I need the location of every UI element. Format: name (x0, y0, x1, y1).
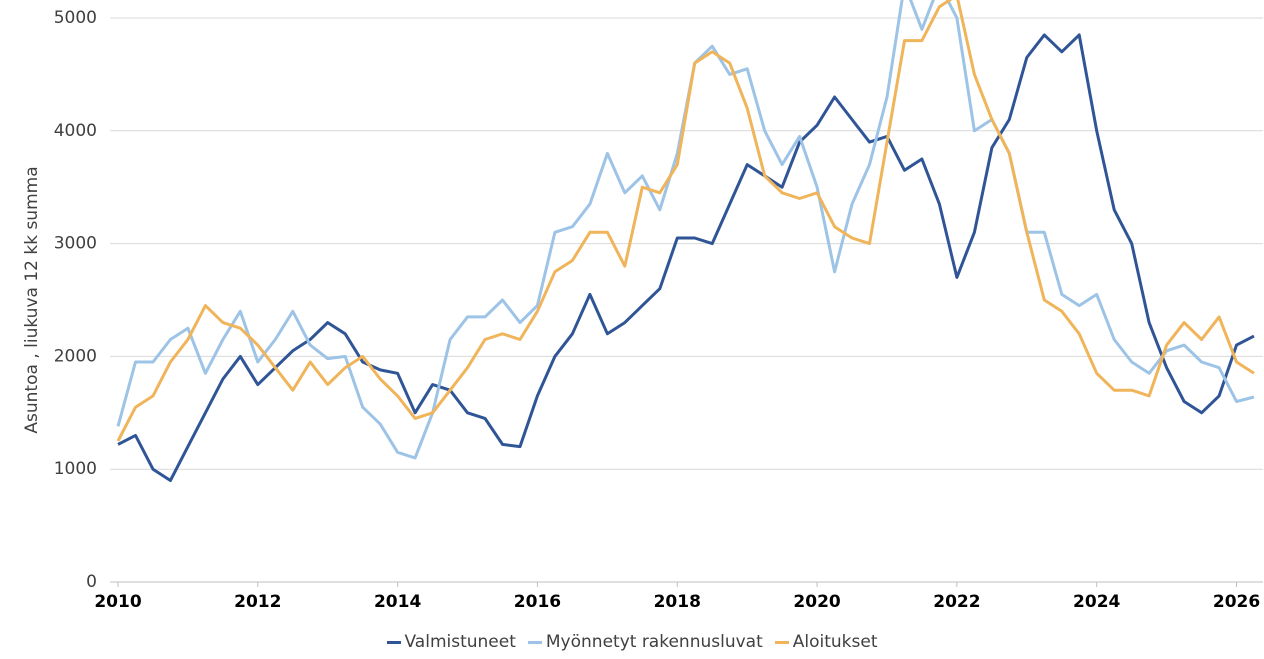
x-tick-label: 2026 (1213, 592, 1260, 612)
legend-label: Valmistuneet (404, 632, 516, 652)
legend-item: Valmistuneet (386, 632, 516, 652)
x-tick-label: 2022 (933, 592, 980, 612)
y-tick-label: 1000 (54, 459, 97, 479)
y-tick-label: 0 (86, 572, 97, 592)
series-line (116, 0, 1255, 442)
y-tick-label: 4000 (54, 121, 97, 141)
series-line (116, 0, 1255, 460)
legend-label: Aloitukset (792, 632, 878, 652)
x-tick-label: 2010 (94, 592, 141, 612)
y-tick-label: 3000 (54, 234, 97, 254)
legend-swatch (386, 640, 401, 644)
x-tick-label: 2016 (514, 592, 561, 612)
legend-label: Myönnetyt rakennusluvat (545, 632, 763, 652)
x-tick-label: 2020 (793, 592, 840, 612)
x-tick-label: 2014 (374, 592, 421, 612)
chart: Asuntoa , liukuva 12 kk summa 0 1000 2000 3… (22, 0, 1263, 612)
legend-swatch (774, 640, 789, 644)
legend-swatch (527, 640, 542, 644)
x-tick-label: 2012 (234, 592, 281, 612)
x-tick-label: 2024 (1073, 592, 1120, 612)
x-tick-label: 2018 (654, 592, 701, 612)
y-tick-label: 5000 (54, 8, 97, 28)
y-tick-label: 2000 (54, 346, 97, 366)
legend: Valmistuneet Myönnetyt rakennusluvat Aloit… (0, 632, 1264, 652)
legend-item: Myönnetyt rakennusluvat (527, 632, 763, 652)
legend-item: Aloitukset (774, 632, 878, 652)
y-axis-label: Asuntoa , liukuva 12 kk summa (22, 166, 42, 433)
